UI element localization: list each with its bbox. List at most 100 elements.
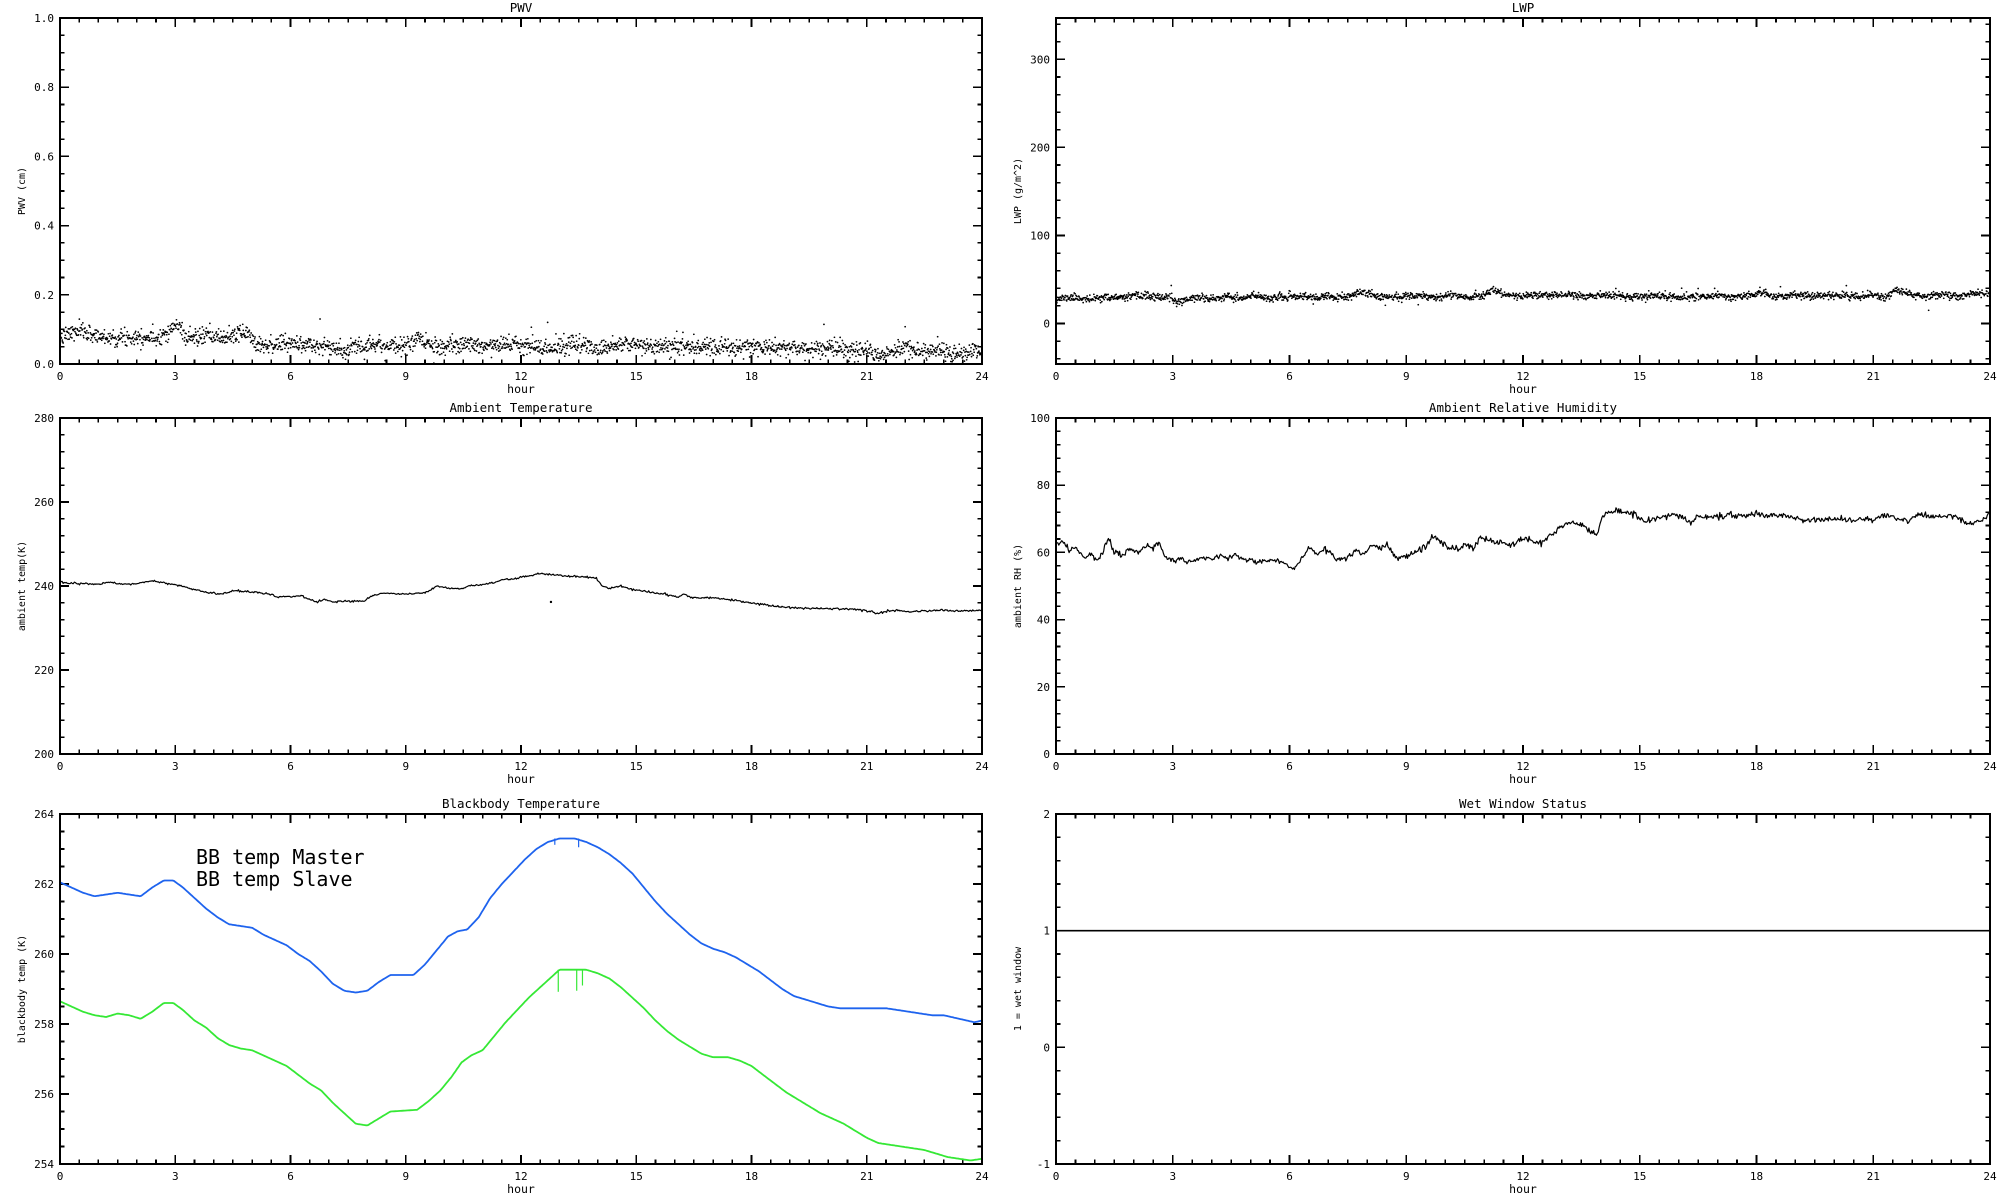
y-axis-label: ambient RH (%) [1013,544,1024,628]
series-ambient-rh [1057,507,1989,571]
y-tick-label: 0.0 [34,358,54,371]
x-tick-label: 12 [514,760,527,773]
y-tick-label: 0.8 [34,81,54,94]
series-group [1057,284,1989,312]
axes-frame [1055,813,1991,1165]
y-tick-label: -1 [1037,1158,1050,1171]
x-tick-label: 0 [57,1170,64,1183]
x-tick-label: 6 [1286,370,1293,383]
panel-wet-window-status: Wet Window Status hour 1 = wet window 0 3 6 9 1… [1013,796,1997,1196]
x-tick-label: 24 [1983,1170,1997,1183]
x-tick-label: 12 [1516,1170,1529,1183]
x-tick-label: 18 [1750,1170,1763,1183]
y-tick-label: 100 [1030,412,1050,425]
y-tick-label: 280 [34,412,54,425]
x-tick-label: 9 [402,760,409,773]
x-tick-label: 9 [402,1170,409,1183]
x-tick-label: 0 [57,760,64,773]
chart-title: Ambient Temperature [450,400,593,415]
x-tick-label: 6 [287,760,294,773]
panel-lwp: LWP hour LWP (g/m^2) 0 3 6 9 12 15 18 21 24 0 100 200 3… [1013,0,1997,396]
x-tick-label: 12 [514,1170,527,1183]
y-tick-label: 1.0 [34,12,54,25]
x-tick-label: 15 [630,760,643,773]
y-tick-label: 260 [34,948,54,961]
x-tick-label: 0 [1053,370,1060,383]
x-tick-label: 24 [1983,370,1997,383]
x-tick-label: 9 [1403,370,1410,383]
y-tick-label: 0.6 [34,150,54,163]
y-tick-label: 254 [34,1158,54,1171]
series-bb-temp-slave [61,968,981,1162]
y-tick-label: 240 [34,580,54,593]
y-axis-label: LWP (g/m^2) [1013,158,1024,224]
x-tick-label: 18 [745,1170,758,1183]
y-tick-label: 0.4 [34,220,54,233]
x-tick-label: 6 [1286,760,1293,773]
y-axis-label: PWV (cm) [17,167,28,215]
x-tick-label: 21 [860,370,873,383]
series-ambient-temp [61,572,981,615]
y-tick-label: 60 [1037,546,1050,559]
x-tick-label: 18 [1750,760,1763,773]
legend-entry-1: BB temp Master [196,845,365,869]
x-tick-label: 3 [1169,370,1176,383]
x-tick-label: 24 [975,370,989,383]
series-group [61,572,981,615]
axes-frame [59,813,983,1165]
x-tick-label: 12 [514,370,527,383]
panel-blackbody-temperature: Blackbody Temperature hour blackbody temp … [17,796,989,1196]
y-tick-label: 100 [1030,229,1050,242]
x-tick-label: 21 [860,760,873,773]
series-ambient-temp-stray-dot [549,600,553,604]
series-group [1057,507,1989,571]
y-tick-label: 40 [1037,614,1050,627]
axes-frame [59,17,983,365]
y-tick-label: 0 [1043,748,1050,761]
chart-title: Wet Window Status [1459,796,1587,811]
y-tick-label: 258 [34,1018,54,1031]
y-tick-label: 0 [1043,1041,1050,1054]
axes-frame [1055,17,1991,365]
x-tick-label: 24 [1983,760,1997,773]
y-tick-label: 20 [1037,681,1050,694]
x-tick-label: 3 [172,760,179,773]
axes-frame [59,417,983,755]
y-tick-label: 2 [1043,808,1050,821]
y-tick-label: 0.2 [34,289,54,302]
x-tick-label: 0 [1053,760,1060,773]
panel-ambient-temperature: Ambient Temperature hour ambient temp(K) 0 3… [17,400,989,786]
x-tick-label: 15 [630,1170,643,1183]
x-tick-label: 21 [1867,370,1880,383]
x-tick-label: 24 [975,1170,989,1183]
y-tick-label: 264 [34,808,54,821]
panel-ambient-relative-humidity: Ambient Relative Humidity hour ambient RH … [1013,400,1997,786]
chart-title: Ambient Relative Humidity [1429,400,1618,415]
x-tick-label: 21 [1867,1170,1880,1183]
y-tick-label: 220 [34,664,54,677]
x-tick-label: 3 [1169,760,1176,773]
legend-entry-2: BB temp Slave [196,867,353,891]
panel-pwv: PWV hour PWV (cm) 0 3 6 9 12 15 18 21 24 0.0 0.2 0.4 0.… [17,0,989,396]
x-axis-label: hour [507,382,535,396]
y-axis-label: ambient temp(K) [17,541,28,631]
x-axis-label: hour [507,1182,535,1196]
x-tick-label: 18 [745,760,758,773]
x-axis-label: hour [1509,772,1537,786]
y-tick-label: 1 [1043,925,1050,938]
x-axis-label: hour [1509,1182,1537,1196]
series-pwv [61,318,981,363]
x-tick-label: 9 [1403,1170,1410,1183]
series-group [61,837,981,1162]
x-axis-label: hour [1509,382,1537,396]
y-tick-label: 300 [1030,53,1050,66]
series-lwp [1057,284,1989,312]
x-tick-label: 12 [1516,760,1529,773]
y-tick-label: 0 [1043,318,1050,331]
y-tick-label: 80 [1037,479,1050,492]
x-tick-label: 18 [1750,370,1763,383]
chart-title: Blackbody Temperature [442,796,600,811]
x-tick-label: 24 [975,760,989,773]
